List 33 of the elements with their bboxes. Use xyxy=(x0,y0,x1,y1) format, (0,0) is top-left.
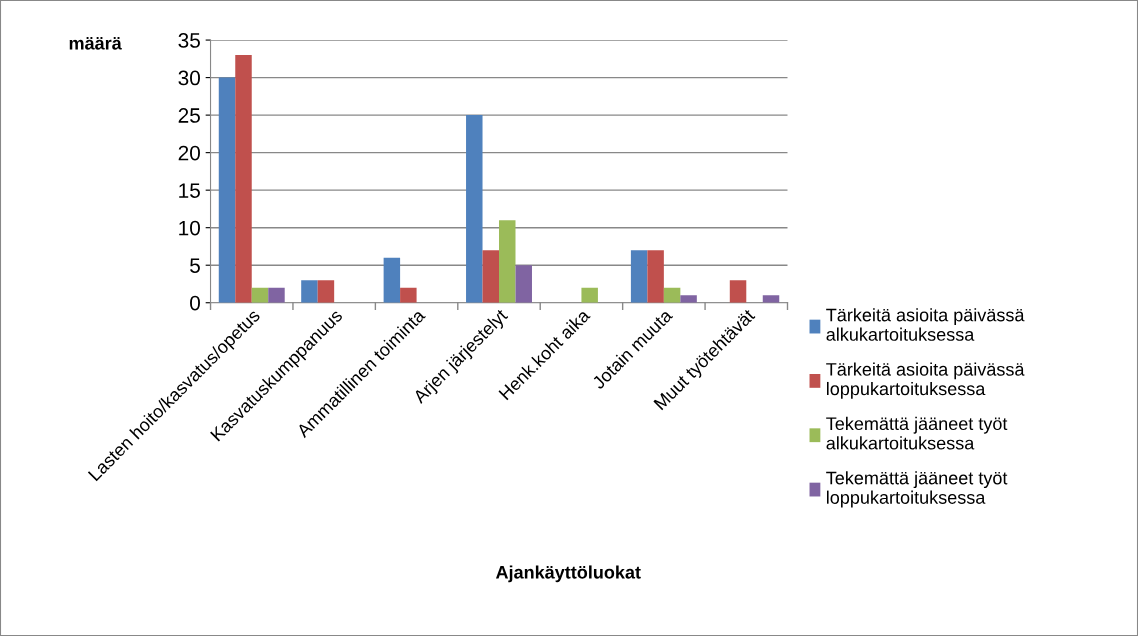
bar xyxy=(647,250,664,303)
bar xyxy=(663,287,681,303)
bar xyxy=(317,280,335,303)
y-axis-title: määrä xyxy=(69,36,122,50)
bar xyxy=(482,250,500,303)
bar xyxy=(466,115,483,303)
bar xyxy=(630,250,648,303)
bar xyxy=(499,220,516,303)
y-tick-label: 30 xyxy=(178,70,200,86)
legend-label: Tärkeitä asioita päivässä alkukartoituksessa xyxy=(826,308,1025,341)
legend-label: Tekemättä jääneet työt alkukartoituksessa xyxy=(826,416,1008,450)
y-tick-label: 15 xyxy=(179,183,200,198)
bar xyxy=(301,280,318,303)
bar xyxy=(268,287,285,303)
bar xyxy=(729,280,747,303)
y-tick-label: 10 xyxy=(179,220,200,236)
y-tick-label: 20 xyxy=(178,145,200,161)
x-axis-title: Ajankäyttöluokat xyxy=(495,565,641,583)
bar xyxy=(680,295,697,303)
bar xyxy=(235,55,252,303)
y-tick-label: 0 xyxy=(190,295,200,311)
bar xyxy=(581,287,598,303)
y-tick-label: 5 xyxy=(190,258,200,273)
bar xyxy=(762,295,780,303)
bar xyxy=(383,257,401,303)
y-tick-label: 25 xyxy=(178,108,200,123)
legend-label: Tekemättä jääneet työt loppukartoituksessa xyxy=(826,471,1008,508)
bar xyxy=(218,77,236,303)
bar xyxy=(251,287,269,303)
legend-label: Tärkeitä asioita päivässä loppukartoituksessa xyxy=(826,362,1025,399)
y-tick-label: 35 xyxy=(178,33,200,48)
bar xyxy=(400,287,417,303)
bar xyxy=(515,265,532,303)
